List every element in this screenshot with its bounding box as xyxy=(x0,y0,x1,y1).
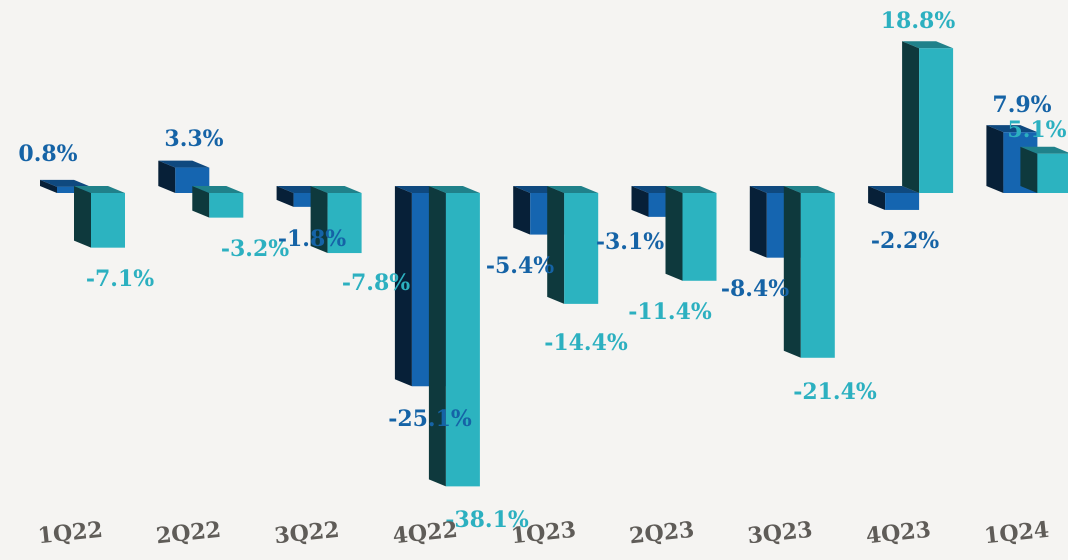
data-label-3Q23-series-2: -21.4% xyxy=(793,379,877,405)
data-label-3Q23-series-1: -8.4% xyxy=(721,276,789,302)
bar-1Q22-series-2 xyxy=(74,186,125,248)
bar-2Q22-series-2 xyxy=(192,186,244,218)
data-label-2Q22-series-1: 3.3% xyxy=(164,126,223,152)
data-label-4Q22-series-2: -38.1% xyxy=(445,507,529,533)
data-label-2Q22-series-2: -3.2% xyxy=(221,236,289,262)
bar-1Q24-series-2 xyxy=(1020,146,1068,193)
bar-4Q22-series-2 xyxy=(428,186,480,487)
bar-4Q23-series-2 xyxy=(902,41,954,193)
x-tick-label-4Q22: 4Q22 xyxy=(391,517,458,550)
bar-3Q22-series-2 xyxy=(310,186,362,254)
data-label-4Q22-series-1: -25.1% xyxy=(388,406,472,432)
data-label-1Q24-series-1: 7.9% xyxy=(992,92,1051,118)
data-label-3Q22-series-2: -7.8% xyxy=(342,270,410,296)
data-label-2Q23-series-2: -11.4% xyxy=(628,299,712,325)
x-tick-label-2Q23: 2Q23 xyxy=(628,517,695,550)
x-tick-label-4Q23: 4Q23 xyxy=(865,517,932,550)
data-label-3Q22-series-1: -1.8% xyxy=(278,226,346,252)
data-label-1Q24-series-2: 5.1% xyxy=(1007,117,1066,143)
data-label-1Q23-series-1: -5.4% xyxy=(486,253,554,279)
data-label-1Q22-series-2: -7.1% xyxy=(86,266,154,292)
data-label-4Q23-series-2: 18.8% xyxy=(881,8,956,34)
x-tick-label-2Q22: 2Q22 xyxy=(155,517,222,550)
x-tick-label-3Q23: 3Q23 xyxy=(746,517,813,550)
data-label-2Q23-series-1: -3.1% xyxy=(596,229,664,255)
data-label-4Q23-series-1: -2.2% xyxy=(871,228,939,254)
data-label-1Q22-series-1: 0.8% xyxy=(18,141,77,167)
bar-1Q23-series-2 xyxy=(547,186,599,304)
x-tick-label-1Q23: 1Q23 xyxy=(510,517,577,550)
data-label-1Q23-series-2: -14.4% xyxy=(544,330,628,356)
bar-3Q23-series-2 xyxy=(783,186,835,358)
x-tick-label-1Q22: 1Q22 xyxy=(37,517,104,550)
bar-2Q23-series-2 xyxy=(665,186,717,281)
x-tick-label-3Q22: 3Q22 xyxy=(273,517,340,550)
x-tick-label-1Q24: 1Q24 xyxy=(983,517,1050,550)
